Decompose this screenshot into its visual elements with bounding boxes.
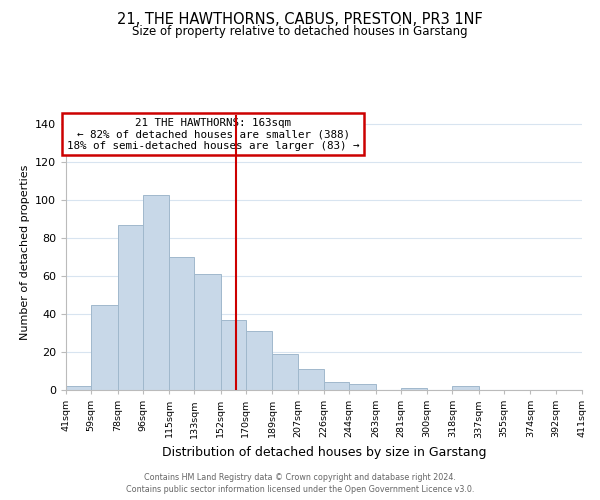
Bar bbox=[582, 388, 600, 390]
Bar bbox=[324, 382, 349, 390]
Text: 21, THE HAWTHORNS, CABUS, PRESTON, PR3 1NF: 21, THE HAWTHORNS, CABUS, PRESTON, PR3 1… bbox=[117, 12, 483, 28]
Bar bbox=[143, 194, 169, 390]
Bar bbox=[298, 369, 324, 390]
Text: Contains HM Land Registry data © Crown copyright and database right 2024.: Contains HM Land Registry data © Crown c… bbox=[144, 472, 456, 482]
Bar bbox=[194, 274, 221, 390]
Bar bbox=[349, 384, 376, 390]
X-axis label: Distribution of detached houses by size in Garstang: Distribution of detached houses by size … bbox=[162, 446, 486, 459]
Bar bbox=[66, 386, 91, 390]
Text: Contains public sector information licensed under the Open Government Licence v3: Contains public sector information licen… bbox=[126, 485, 474, 494]
Text: 21 THE HAWTHORNS: 163sqm
← 82% of detached houses are smaller (388)
18% of semi-: 21 THE HAWTHORNS: 163sqm ← 82% of detach… bbox=[67, 118, 359, 151]
Bar bbox=[452, 386, 479, 390]
Y-axis label: Number of detached properties: Number of detached properties bbox=[20, 165, 29, 340]
Bar bbox=[221, 320, 246, 390]
Bar bbox=[91, 304, 118, 390]
Bar bbox=[246, 331, 272, 390]
Bar bbox=[272, 354, 298, 390]
Bar bbox=[169, 257, 194, 390]
Bar bbox=[118, 225, 143, 390]
Text: Size of property relative to detached houses in Garstang: Size of property relative to detached ho… bbox=[132, 25, 468, 38]
Bar bbox=[401, 388, 427, 390]
